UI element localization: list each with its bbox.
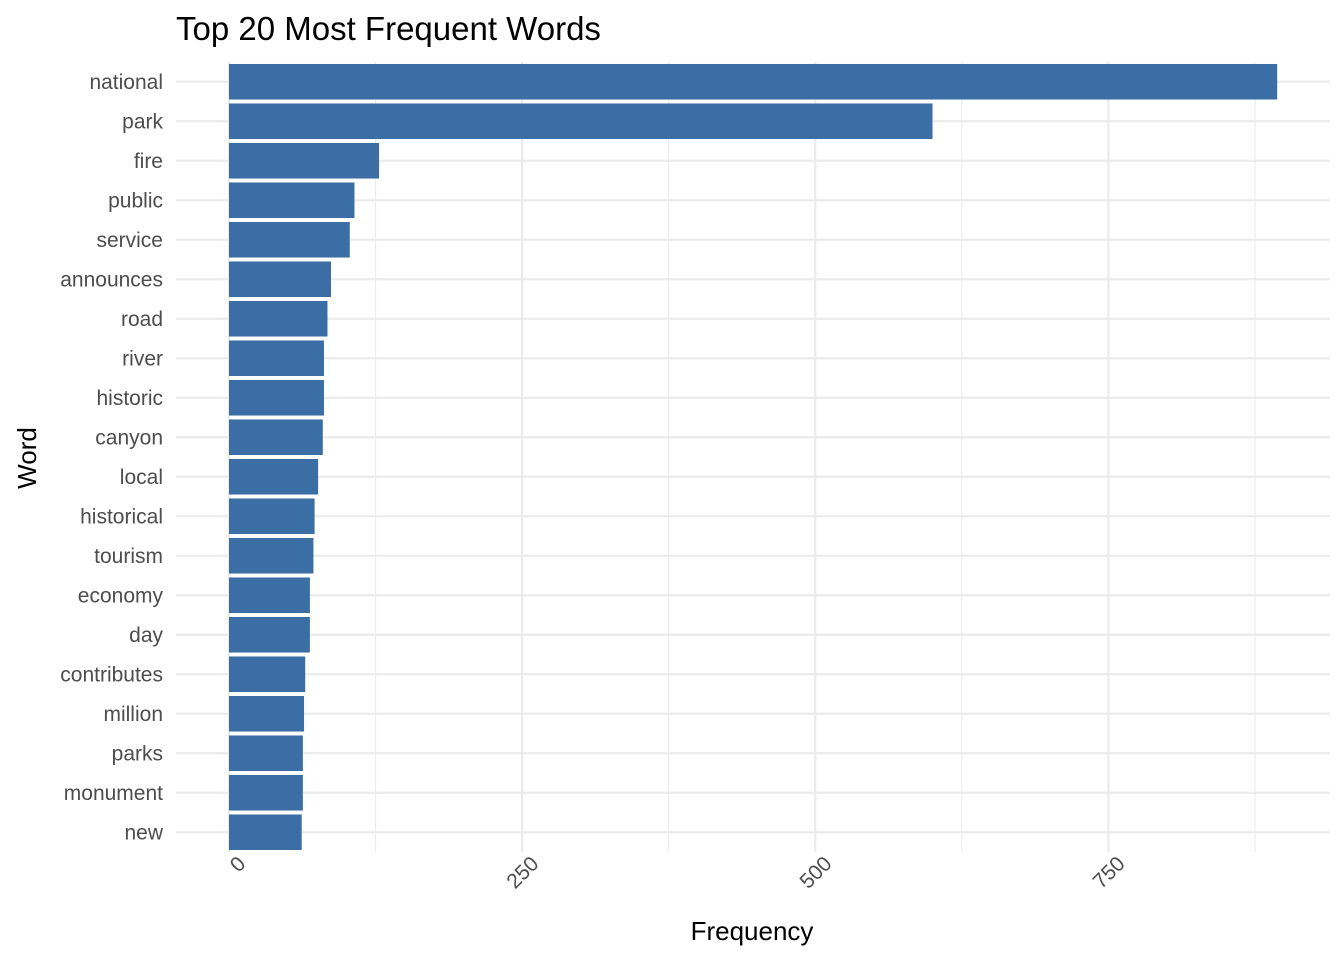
bar-contributes: [229, 656, 306, 693]
bars: [229, 63, 1278, 851]
chart-title: Top 20 Most Frequent Words: [176, 10, 601, 47]
x-tick-labels: 0 250 500 750: [226, 852, 1130, 893]
x-axis-title: Frequency: [691, 916, 814, 946]
bar-river: [229, 340, 324, 377]
bar-national: [229, 63, 1278, 100]
y-tick-label: new: [124, 821, 163, 844]
y-tick-label: national: [89, 71, 163, 94]
bar-public: [229, 182, 355, 219]
y-tick-label: contributes: [60, 663, 163, 686]
y-axis-title: Word: [12, 427, 42, 489]
y-tick-label: tourism: [94, 545, 163, 568]
bar-parks: [229, 735, 303, 772]
bar-road: [229, 300, 328, 337]
bar-local: [229, 458, 319, 495]
bar-fire: [229, 142, 380, 179]
bar-tourism: [229, 537, 314, 574]
y-tick-label: park: [122, 110, 163, 133]
y-tick-label: historic: [96, 387, 163, 410]
y-tick-label: economy: [78, 584, 164, 607]
x-tick-label: 250: [502, 852, 543, 893]
y-tick-label: local: [120, 466, 163, 489]
bar-service: [229, 221, 350, 258]
x-tick-label: 500: [796, 852, 837, 893]
bar-monument: [229, 774, 303, 811]
y-tick-label: road: [121, 308, 163, 331]
bar-announces: [229, 261, 332, 298]
bar-park: [229, 103, 933, 140]
y-tick-label: service: [96, 229, 163, 252]
x-tick-label: 750: [1089, 852, 1130, 893]
y-tick-label: historical: [80, 505, 163, 528]
bar-day: [229, 616, 310, 653]
x-tick-label: 0: [226, 852, 251, 877]
bar-canyon: [229, 419, 323, 456]
bar-economy: [229, 577, 310, 614]
y-tick-label: parks: [112, 742, 163, 765]
y-tick-label: million: [103, 703, 163, 726]
y-tick-label: public: [108, 189, 163, 212]
bar-historic: [229, 379, 324, 416]
bar-historical: [229, 498, 315, 535]
y-tick-label: announces: [60, 268, 163, 291]
y-tick-label: day: [129, 624, 163, 647]
y-tick-labels: national park fire public service announces ro…: [60, 71, 164, 845]
gridlines: [176, 62, 1330, 852]
bar-million: [229, 695, 305, 732]
y-tick-label: monument: [64, 782, 163, 805]
y-tick-label: canyon: [95, 426, 163, 449]
y-tick-label: river: [122, 347, 163, 370]
bar-new: [229, 814, 302, 851]
y-tick-label: fire: [134, 150, 163, 173]
